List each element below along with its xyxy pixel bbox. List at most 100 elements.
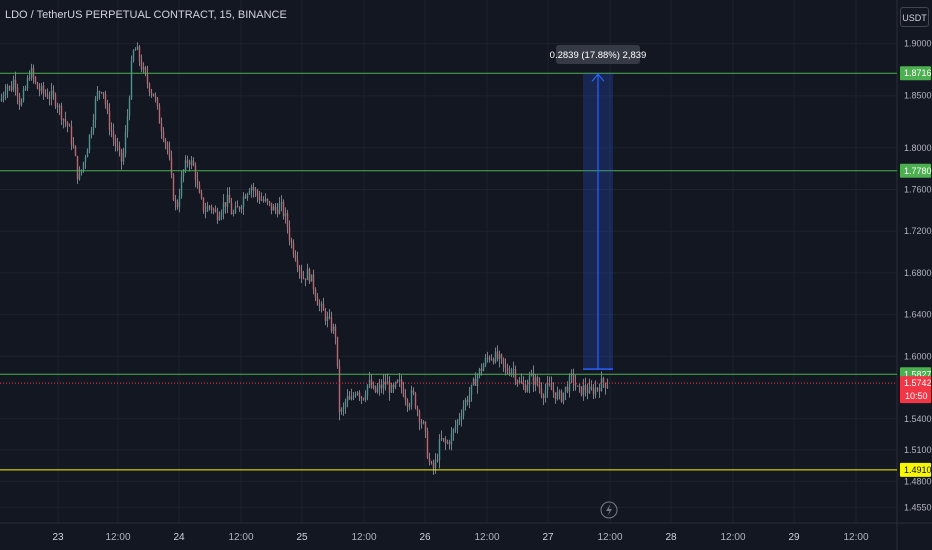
candle	[482, 362, 485, 372]
candle	[406, 398, 409, 412]
candle	[442, 438, 445, 442]
level-price-tag: 1.4910	[900, 462, 932, 477]
candle	[558, 389, 561, 400]
candle	[126, 109, 129, 138]
candle	[306, 263, 309, 281]
candle	[286, 209, 289, 234]
candle	[510, 367, 513, 378]
candle	[54, 92, 57, 110]
candle	[18, 92, 21, 110]
candle	[420, 419, 423, 429]
candle	[228, 187, 231, 204]
candle	[298, 264, 301, 279]
candle	[278, 197, 281, 215]
candle	[88, 134, 91, 154]
candle	[280, 195, 283, 212]
candle	[466, 395, 469, 406]
candle	[340, 407, 343, 415]
candle	[314, 287, 317, 302]
candle	[604, 382, 607, 395]
candle	[296, 251, 299, 273]
candle	[456, 419, 459, 434]
candle	[178, 188, 181, 213]
time-tick-label: 12:00	[843, 532, 868, 543]
candle	[98, 90, 101, 100]
candle	[170, 150, 173, 179]
candle	[504, 358, 507, 376]
candle	[316, 293, 319, 306]
candle	[284, 207, 287, 224]
candle	[274, 202, 277, 215]
candle	[462, 400, 465, 420]
candle	[560, 389, 563, 403]
candle	[214, 205, 217, 213]
countdown-label: 10:50	[905, 391, 928, 401]
candle	[418, 409, 421, 431]
candle	[554, 392, 557, 404]
candle	[94, 96, 97, 128]
candle	[478, 367, 481, 379]
grid	[0, 0, 897, 523]
candle	[412, 387, 415, 396]
price-tick-label: 1.9000	[904, 39, 932, 49]
candle	[436, 453, 439, 463]
measure-arrow-head	[591, 73, 605, 82]
horizontal-levels	[0, 72, 897, 471]
candle	[488, 355, 491, 363]
candle	[148, 82, 151, 97]
candle	[570, 369, 573, 384]
candle	[232, 209, 235, 217]
candle	[100, 91, 103, 94]
candle	[34, 76, 37, 85]
candle	[190, 156, 193, 170]
price-axis[interactable]: 1.9000 1.8500 1.8000 1.7600 1.7200 1.6800 1.64…	[900, 39, 932, 513]
candle	[144, 65, 147, 77]
candle	[156, 97, 159, 110]
candle	[212, 207, 215, 215]
candle	[302, 270, 305, 280]
candle	[458, 412, 461, 426]
time-axis[interactable]: 23 12:00 24 12:00 25 12:00 26 12:00 27 12:00 28 12:…	[52, 532, 869, 543]
candle	[114, 134, 117, 152]
candle	[382, 374, 385, 395]
candle	[276, 202, 279, 218]
candle	[520, 373, 523, 384]
price-range-measure[interactable]: 0.2839 (17.88%) 2,839	[550, 45, 647, 370]
candle	[578, 383, 581, 393]
candle	[356, 391, 359, 396]
time-tick-label: 27	[542, 532, 554, 543]
candle	[540, 382, 543, 399]
candle	[52, 85, 55, 100]
candle	[536, 375, 539, 387]
candle	[224, 202, 227, 214]
candle	[282, 199, 285, 220]
candle	[38, 83, 41, 97]
candle	[440, 430, 443, 442]
candle	[74, 145, 77, 157]
lightning-icon[interactable]	[600, 501, 618, 519]
candle	[426, 427, 429, 460]
candle	[238, 206, 241, 212]
candle	[220, 209, 223, 221]
measure-label: 0.2839 (17.88%) 2,839	[550, 50, 647, 61]
candle	[234, 201, 237, 214]
candle	[542, 393, 545, 406]
candle	[334, 323, 337, 345]
candle	[90, 127, 93, 139]
candle	[538, 377, 541, 394]
candle	[464, 397, 467, 411]
price-tick-label: 1.8500	[904, 91, 932, 101]
candle	[528, 371, 531, 394]
candle	[404, 389, 407, 406]
candle	[222, 194, 225, 220]
candle	[110, 122, 113, 138]
candle	[396, 379, 399, 384]
candle	[60, 102, 63, 126]
currency-button[interactable]: USDT	[900, 7, 929, 27]
candle	[454, 419, 457, 433]
candle	[194, 162, 197, 188]
candle	[344, 398, 347, 414]
candle	[320, 301, 323, 313]
candle	[152, 93, 155, 97]
